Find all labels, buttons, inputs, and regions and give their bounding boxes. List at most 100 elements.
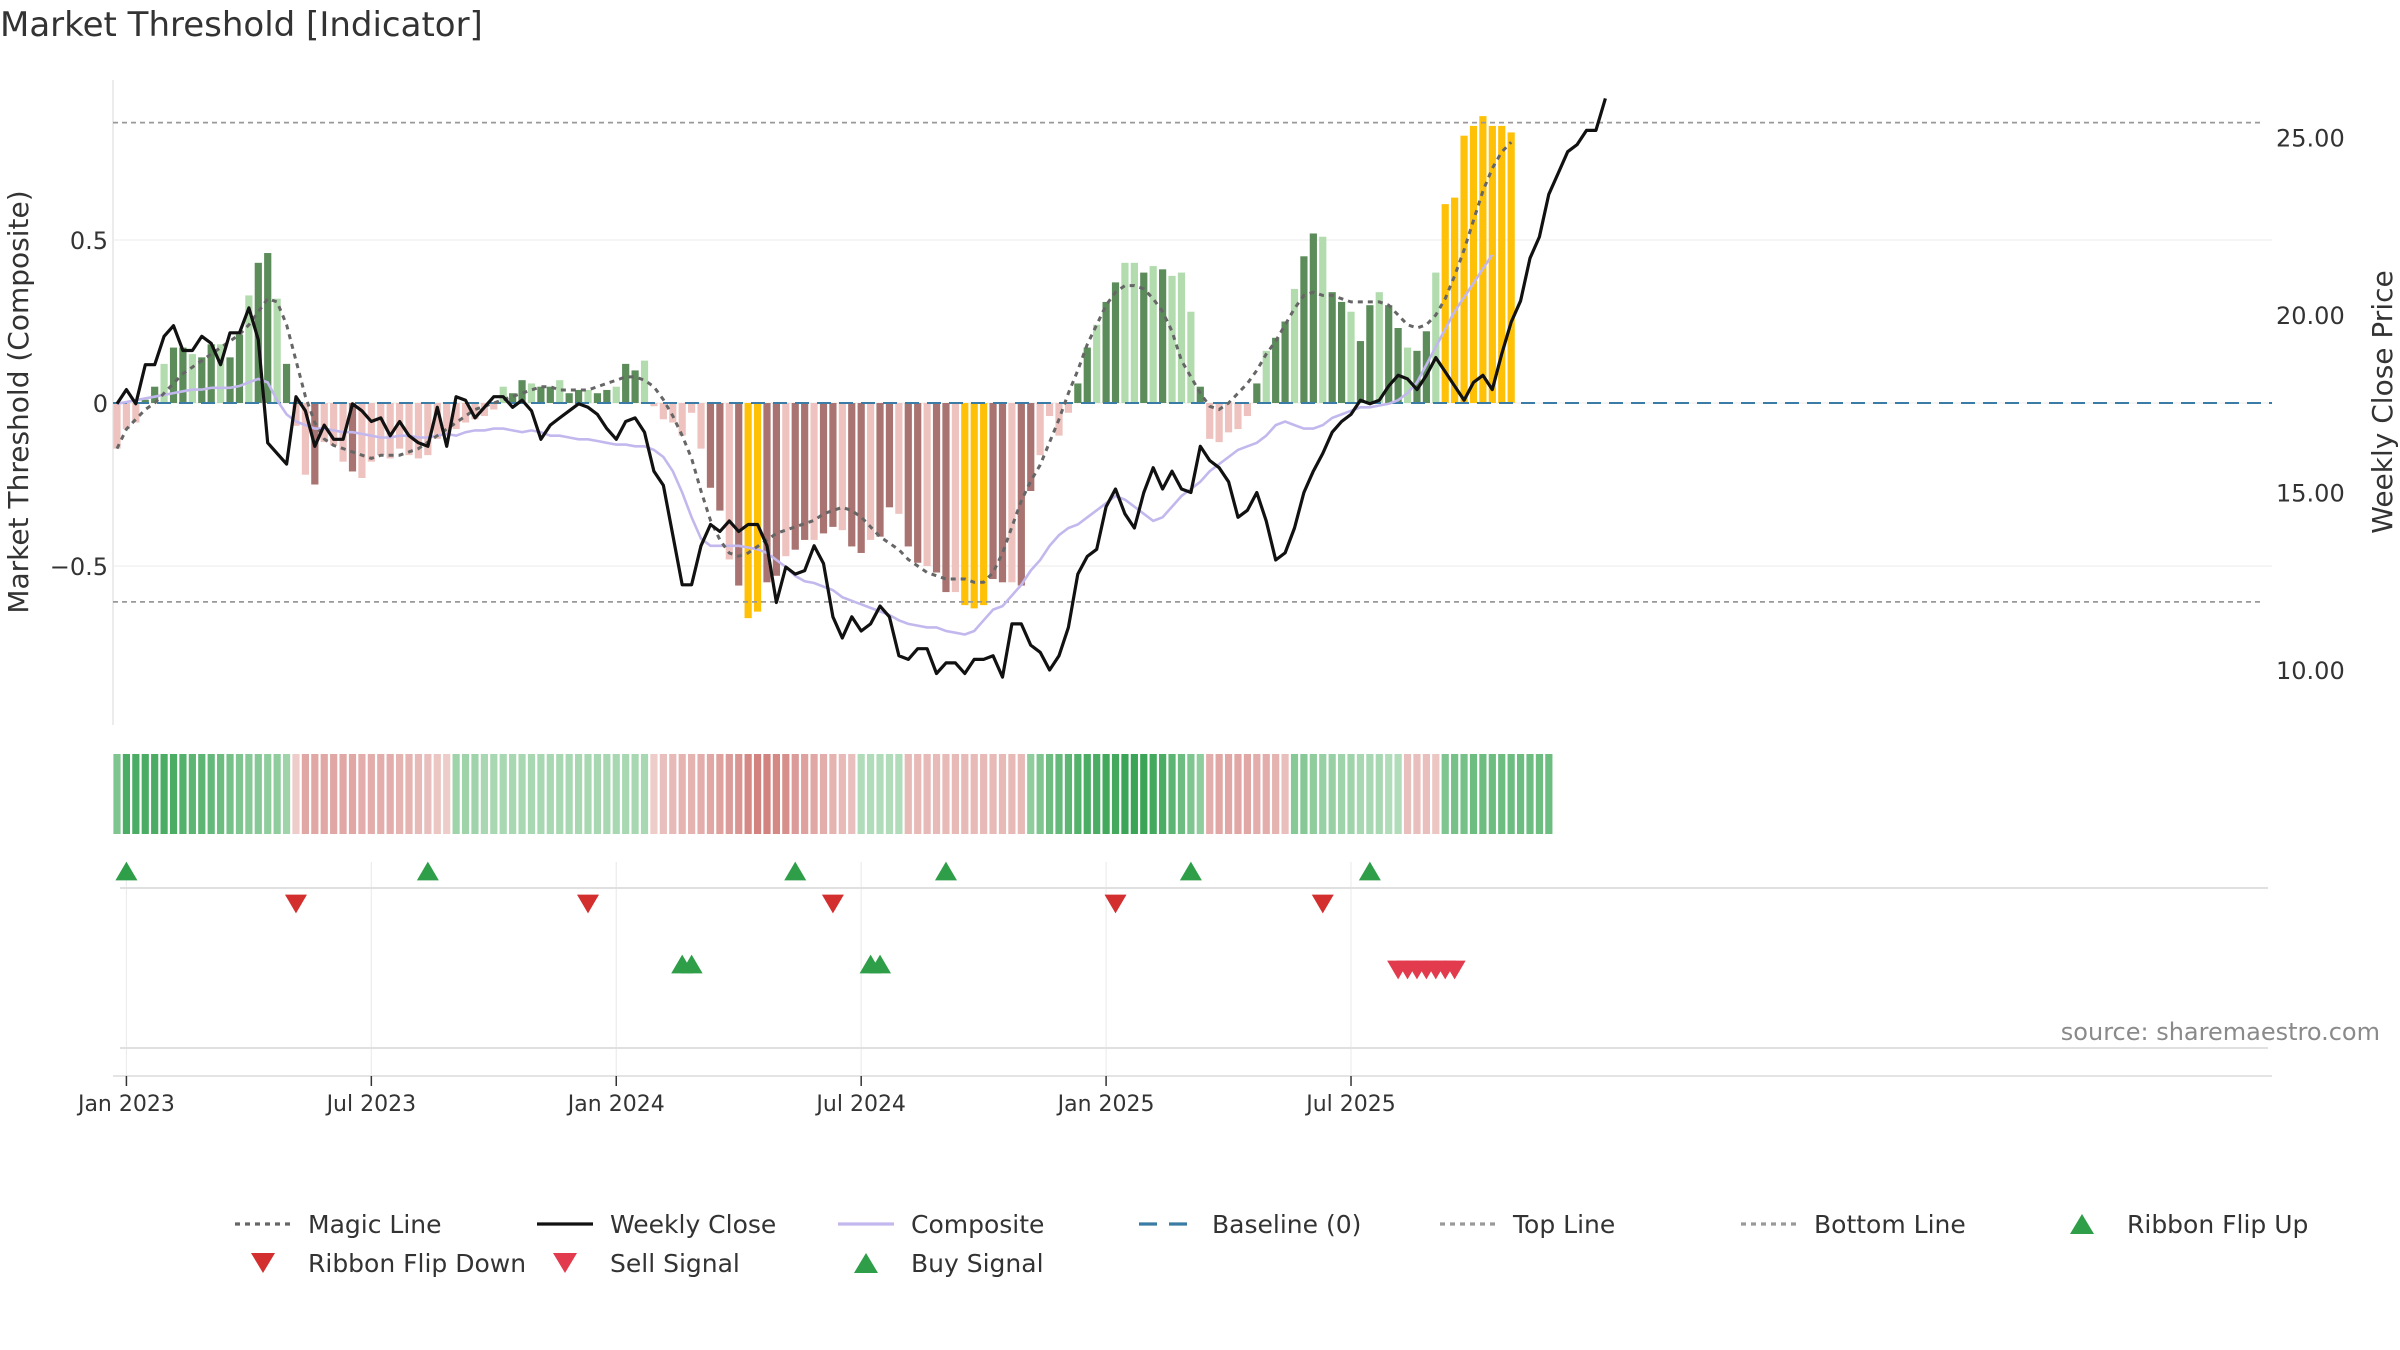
ribbon-cell	[1413, 754, 1421, 834]
composite-bar	[348, 403, 357, 472]
x-tick-label: Jul 2024	[814, 1092, 906, 1117]
composite-bar	[631, 370, 639, 403]
composite-bar	[1168, 275, 1176, 403]
ribbon-cell	[245, 754, 253, 834]
weekly-close-line	[115, 97, 1607, 679]
ribbon-cell	[264, 754, 272, 834]
composite-bar	[753, 403, 762, 612]
composite-bar	[1036, 403, 1044, 456]
buy-signal-marker	[869, 954, 892, 974]
ribbon-cell	[1055, 754, 1063, 834]
ribbon-cell	[669, 754, 677, 834]
composite-bar	[264, 253, 272, 403]
composite-bar	[198, 357, 206, 403]
ribbon-cell	[1338, 754, 1346, 834]
ribbon-cell	[1149, 754, 1157, 834]
ribbon-cell	[867, 754, 875, 834]
ribbon-cell	[1319, 754, 1327, 834]
composite-bar	[330, 403, 338, 446]
composite-bar	[640, 360, 649, 403]
ribbon-cell	[509, 754, 517, 834]
composite-bar	[320, 403, 328, 443]
ribbon-cell	[1224, 754, 1233, 834]
legend-swatch	[553, 1253, 577, 1273]
ribbon-cell	[791, 754, 799, 834]
ribbon-flip-up-marker	[784, 861, 807, 881]
composite-bar	[1017, 403, 1025, 586]
ribbon-cell	[706, 754, 715, 834]
composite-bar	[612, 386, 620, 403]
legend-label: Composite	[911, 1210, 1044, 1239]
composite-bar	[1243, 403, 1251, 417]
composite-bar	[367, 403, 375, 462]
ribbon-cell	[1394, 754, 1402, 834]
ribbon-cell	[744, 754, 752, 834]
ribbon-cell	[810, 754, 818, 834]
ribbon-cell	[904, 754, 912, 834]
composite-bar	[697, 403, 705, 449]
composite-bar	[1111, 282, 1120, 403]
source-annotation: source: sharemaestro.com	[2061, 1018, 2380, 1046]
composite-bar	[989, 403, 997, 580]
ribbon-cell	[330, 754, 338, 834]
ribbon-cell	[188, 754, 196, 834]
ribbon-cell	[226, 754, 234, 834]
ribbon-cell	[914, 754, 922, 834]
legend-label: Top Line	[1512, 1210, 1615, 1239]
composite-bar	[1008, 403, 1016, 583]
ribbon-cell	[490, 754, 498, 834]
composite-bar	[782, 403, 790, 557]
composite-bar	[650, 403, 658, 407]
x-tick-label: Jan 2025	[1056, 1092, 1155, 1117]
composite-bar	[273, 298, 281, 403]
composite-bar	[1281, 321, 1289, 403]
ribbon-cell	[1451, 754, 1459, 834]
composite-bar	[1366, 305, 1374, 403]
ribbon-cell	[160, 754, 168, 834]
composite-bar	[1356, 341, 1365, 403]
ribbon-cell	[1272, 754, 1280, 834]
ribbon-flip-down-marker	[821, 894, 844, 914]
ribbon-cell	[461, 754, 470, 834]
composite-bar	[857, 403, 865, 553]
ribbon-flip-up-marker	[416, 861, 439, 881]
ribbon-cell	[132, 754, 140, 834]
legend: Magic Line Weekly Close Composite Baseline …	[235, 1210, 2308, 1278]
ribbon-cell	[358, 754, 366, 834]
ribbon-cell	[1403, 754, 1412, 834]
composite-bar	[565, 393, 573, 403]
ribbon-flip-down-marker	[1104, 894, 1127, 914]
composite-bar	[716, 403, 724, 511]
composite-bar	[188, 354, 196, 403]
ribbon-cell	[367, 754, 375, 834]
composite-bar	[980, 403, 988, 606]
ribbon-cell	[1168, 754, 1176, 834]
composite-bar	[1102, 301, 1110, 403]
composite-bar	[819, 403, 828, 534]
composite-bar	[801, 403, 809, 540]
legend-label: Weekly Close	[610, 1210, 776, 1239]
composite-bar	[923, 403, 931, 566]
ribbon-cell	[386, 754, 394, 834]
ribbon-cell	[537, 754, 545, 834]
ribbon-cell	[443, 754, 451, 834]
composite-bar	[226, 357, 234, 403]
composite-bar	[527, 383, 536, 403]
composite-bar	[122, 403, 131, 430]
ribbon-cell	[320, 754, 328, 834]
ribbon-cell	[1064, 754, 1073, 834]
legend-swatch	[251, 1253, 275, 1273]
ribbon-cell	[1422, 754, 1430, 834]
ribbon-cell	[301, 754, 309, 834]
ribbon-cell	[1385, 754, 1393, 834]
ribbon-cell	[716, 754, 724, 834]
composite-bar	[1093, 324, 1101, 403]
ribbon-cell	[1545, 754, 1553, 834]
legend-label: Sell Signal	[610, 1249, 740, 1278]
composite-bar	[1290, 288, 1299, 403]
composite-bar	[688, 403, 696, 413]
composite-bar	[471, 403, 479, 420]
composite-bar	[1027, 403, 1035, 492]
composite-bar	[537, 386, 545, 403]
ribbon-cell	[207, 754, 215, 834]
